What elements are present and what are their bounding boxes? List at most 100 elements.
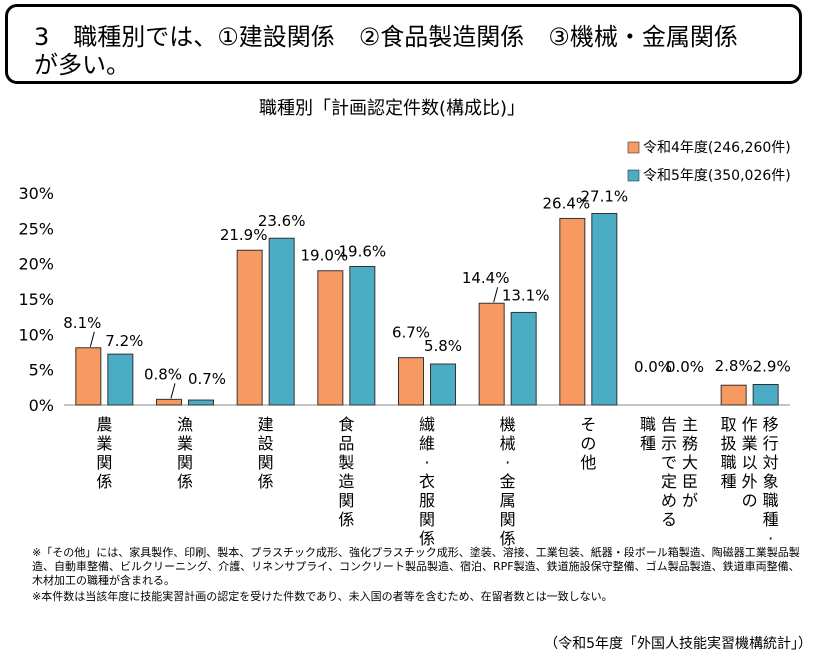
- category-char: 係: [96, 472, 112, 491]
- data-label: 5.8%: [424, 337, 462, 355]
- y-tick-label: 25%: [18, 219, 54, 238]
- y-tick-label: 5%: [29, 361, 54, 380]
- category-char: 種: [763, 510, 779, 529]
- category-char: 取: [721, 415, 737, 434]
- leader-line: [89, 331, 95, 347]
- data-labels: 8.1%7.2%0.8% 0.7% 21.9%23.6% 19.0%19.6% 6.7%…: [63, 187, 791, 399]
- bar-r5: [510, 311, 537, 406]
- y-tick-label: 0%: [29, 396, 54, 415]
- x-axis-categories: 農業関係漁業関係建設関係食品製造関係繊維·衣服関係機械·金属関係その他主務大臣が…: [96, 415, 778, 548]
- category-char: の: [580, 434, 596, 453]
- category-char: 金: [500, 472, 516, 491]
- leader-line: [493, 287, 499, 303]
- category-char: 告: [661, 415, 677, 434]
- category-char: 臣: [682, 472, 698, 491]
- source-citation: （令和5年度「外国人技能実習機構統計」）: [544, 636, 812, 652]
- category-char: 業: [742, 434, 758, 453]
- bar-r4: [559, 217, 586, 406]
- legend: 令和4年度(246,260件) 令和5年度(350,026件): [627, 140, 791, 184]
- category-char: 係: [258, 472, 274, 491]
- category-char: 係: [500, 529, 516, 548]
- data-label: 14.4%: [462, 269, 510, 287]
- bar-r5: [430, 363, 456, 406]
- data-label: 7.2%: [105, 332, 143, 350]
- category-char: 設: [258, 434, 274, 453]
- category-char: そ: [580, 415, 596, 434]
- y-tick-label: 15%: [18, 290, 54, 309]
- data-label: 2.9%: [753, 358, 791, 376]
- category-char: 他: [580, 453, 596, 472]
- category-char: 定: [661, 472, 677, 491]
- category-char: 対: [763, 453, 779, 472]
- bar-r5: [268, 237, 295, 406]
- y-axis: 0% 5% 10% 15% 20% 25% 30%: [18, 184, 790, 415]
- legend-label: 令和4年度(246,260件): [643, 140, 791, 156]
- category-char: 建: [258, 415, 274, 434]
- headline: 3 職種別では、①建設関係 ②食品製造関係 ③機械・金属関係 が多い。: [34, 23, 738, 79]
- category-char: め: [661, 491, 677, 510]
- category-char: 漁: [177, 415, 193, 434]
- bar-r5: [591, 212, 618, 406]
- category-char: 品: [338, 434, 354, 453]
- y-tick-label: 10%: [18, 325, 54, 344]
- bar-r4: [720, 384, 747, 406]
- category-char: 械: [500, 434, 516, 453]
- y-tick-label: 30%: [18, 184, 54, 203]
- category-char: 機: [500, 415, 516, 434]
- headline-line-2: が多い。: [34, 51, 130, 79]
- data-label: 0.8%: [144, 365, 182, 383]
- category-char: る: [661, 510, 677, 529]
- category-char: 大: [682, 453, 698, 472]
- bar-r4: [478, 302, 505, 406]
- category-label: 食品製造関係: [338, 415, 354, 529]
- bar-r4: [317, 270, 344, 406]
- category-char: 象: [763, 472, 779, 491]
- category-char: ·: [505, 453, 510, 472]
- category-char: 扱: [721, 434, 737, 453]
- bar-r5: [107, 353, 134, 406]
- category-label: 機械·金属関係: [500, 415, 516, 548]
- category-char: の: [742, 491, 758, 510]
- bar-r4: [236, 249, 263, 406]
- bar-r4: [398, 357, 424, 406]
- category-char: 係: [177, 472, 193, 491]
- category-char: 衣: [419, 472, 435, 491]
- category-char: 繊: [419, 415, 435, 434]
- data-label: 0.0%: [666, 358, 704, 376]
- category-char: 行: [763, 434, 779, 453]
- data-label: 0.7%: [188, 370, 226, 388]
- bar-chart: 職種別「計画認定件数(構成比)」 令和4年度(246,260件) 令和5年度(35…: [18, 98, 791, 548]
- category-char: 職: [640, 415, 656, 434]
- category-char: 製: [338, 453, 354, 472]
- bar-r4: [156, 398, 182, 406]
- category-char: 主: [682, 415, 698, 434]
- data-label: 6.7%: [392, 324, 430, 342]
- headline-line-1: 3 職種別では、①建設関係 ②食品製造関係 ③機械・金属関係: [34, 23, 738, 51]
- data-label: 2.8%: [715, 357, 753, 375]
- bar-r4: [75, 347, 102, 406]
- data-label: 26.4%: [543, 194, 591, 212]
- y-tick-label: 20%: [18, 255, 54, 274]
- bar-r5: [188, 399, 214, 406]
- category-char: 関: [338, 491, 354, 510]
- category-char: 関: [96, 453, 112, 472]
- category-char: 関: [419, 510, 435, 529]
- bar-r5: [752, 384, 779, 406]
- footnote-count: ※本件数は当該年度に技能実習計画の認定を受けた件数であり、未入国の者等を含むため…: [32, 590, 613, 603]
- data-label: 23.6%: [258, 212, 306, 230]
- bar-r5: [349, 265, 376, 406]
- category-char: 職: [763, 491, 779, 510]
- category-char: 関: [177, 453, 193, 472]
- category-char: ·: [768, 529, 773, 548]
- category-char: 業: [177, 434, 193, 453]
- category-char: 外: [742, 472, 758, 491]
- data-label: 13.1%: [502, 286, 550, 304]
- category-char: 作: [742, 415, 758, 434]
- category-char: が: [682, 491, 698, 510]
- data-label: 8.1%: [63, 314, 101, 332]
